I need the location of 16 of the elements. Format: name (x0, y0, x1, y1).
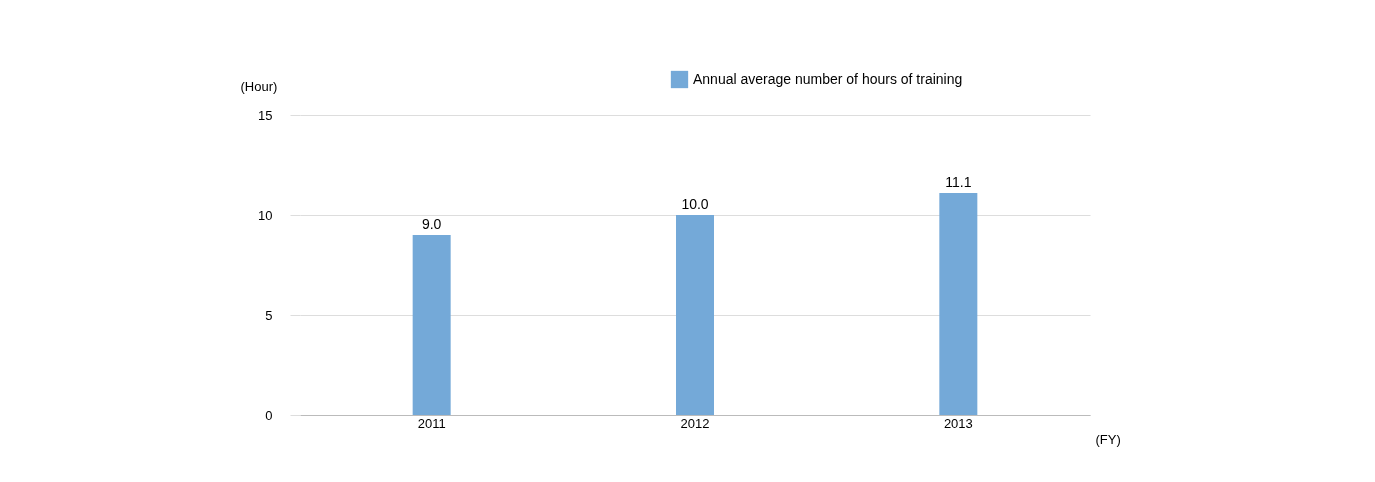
data-label: 9.0 (421, 216, 442, 232)
y-tick-label: 10 (258, 207, 273, 223)
bar (676, 215, 714, 415)
x-tick-label: 2012 (680, 415, 710, 431)
y-tick-label: 0 (265, 407, 273, 423)
x-tick-label: 2011 (417, 415, 446, 431)
x-tick-label: 2013 (943, 415, 973, 431)
y-tick-label: 15 (258, 107, 273, 123)
y-axis-title: (Hour) (240, 78, 278, 94)
y-tick-label: 5 (265, 307, 273, 323)
legend-label: Annual average number of hours of training (693, 70, 963, 87)
bar (939, 193, 978, 415)
bar (412, 235, 451, 415)
data-label: 11.1 (945, 174, 972, 190)
data-label: 10.0 (681, 196, 709, 212)
x-axis-title: (FY) (1095, 431, 1121, 447)
